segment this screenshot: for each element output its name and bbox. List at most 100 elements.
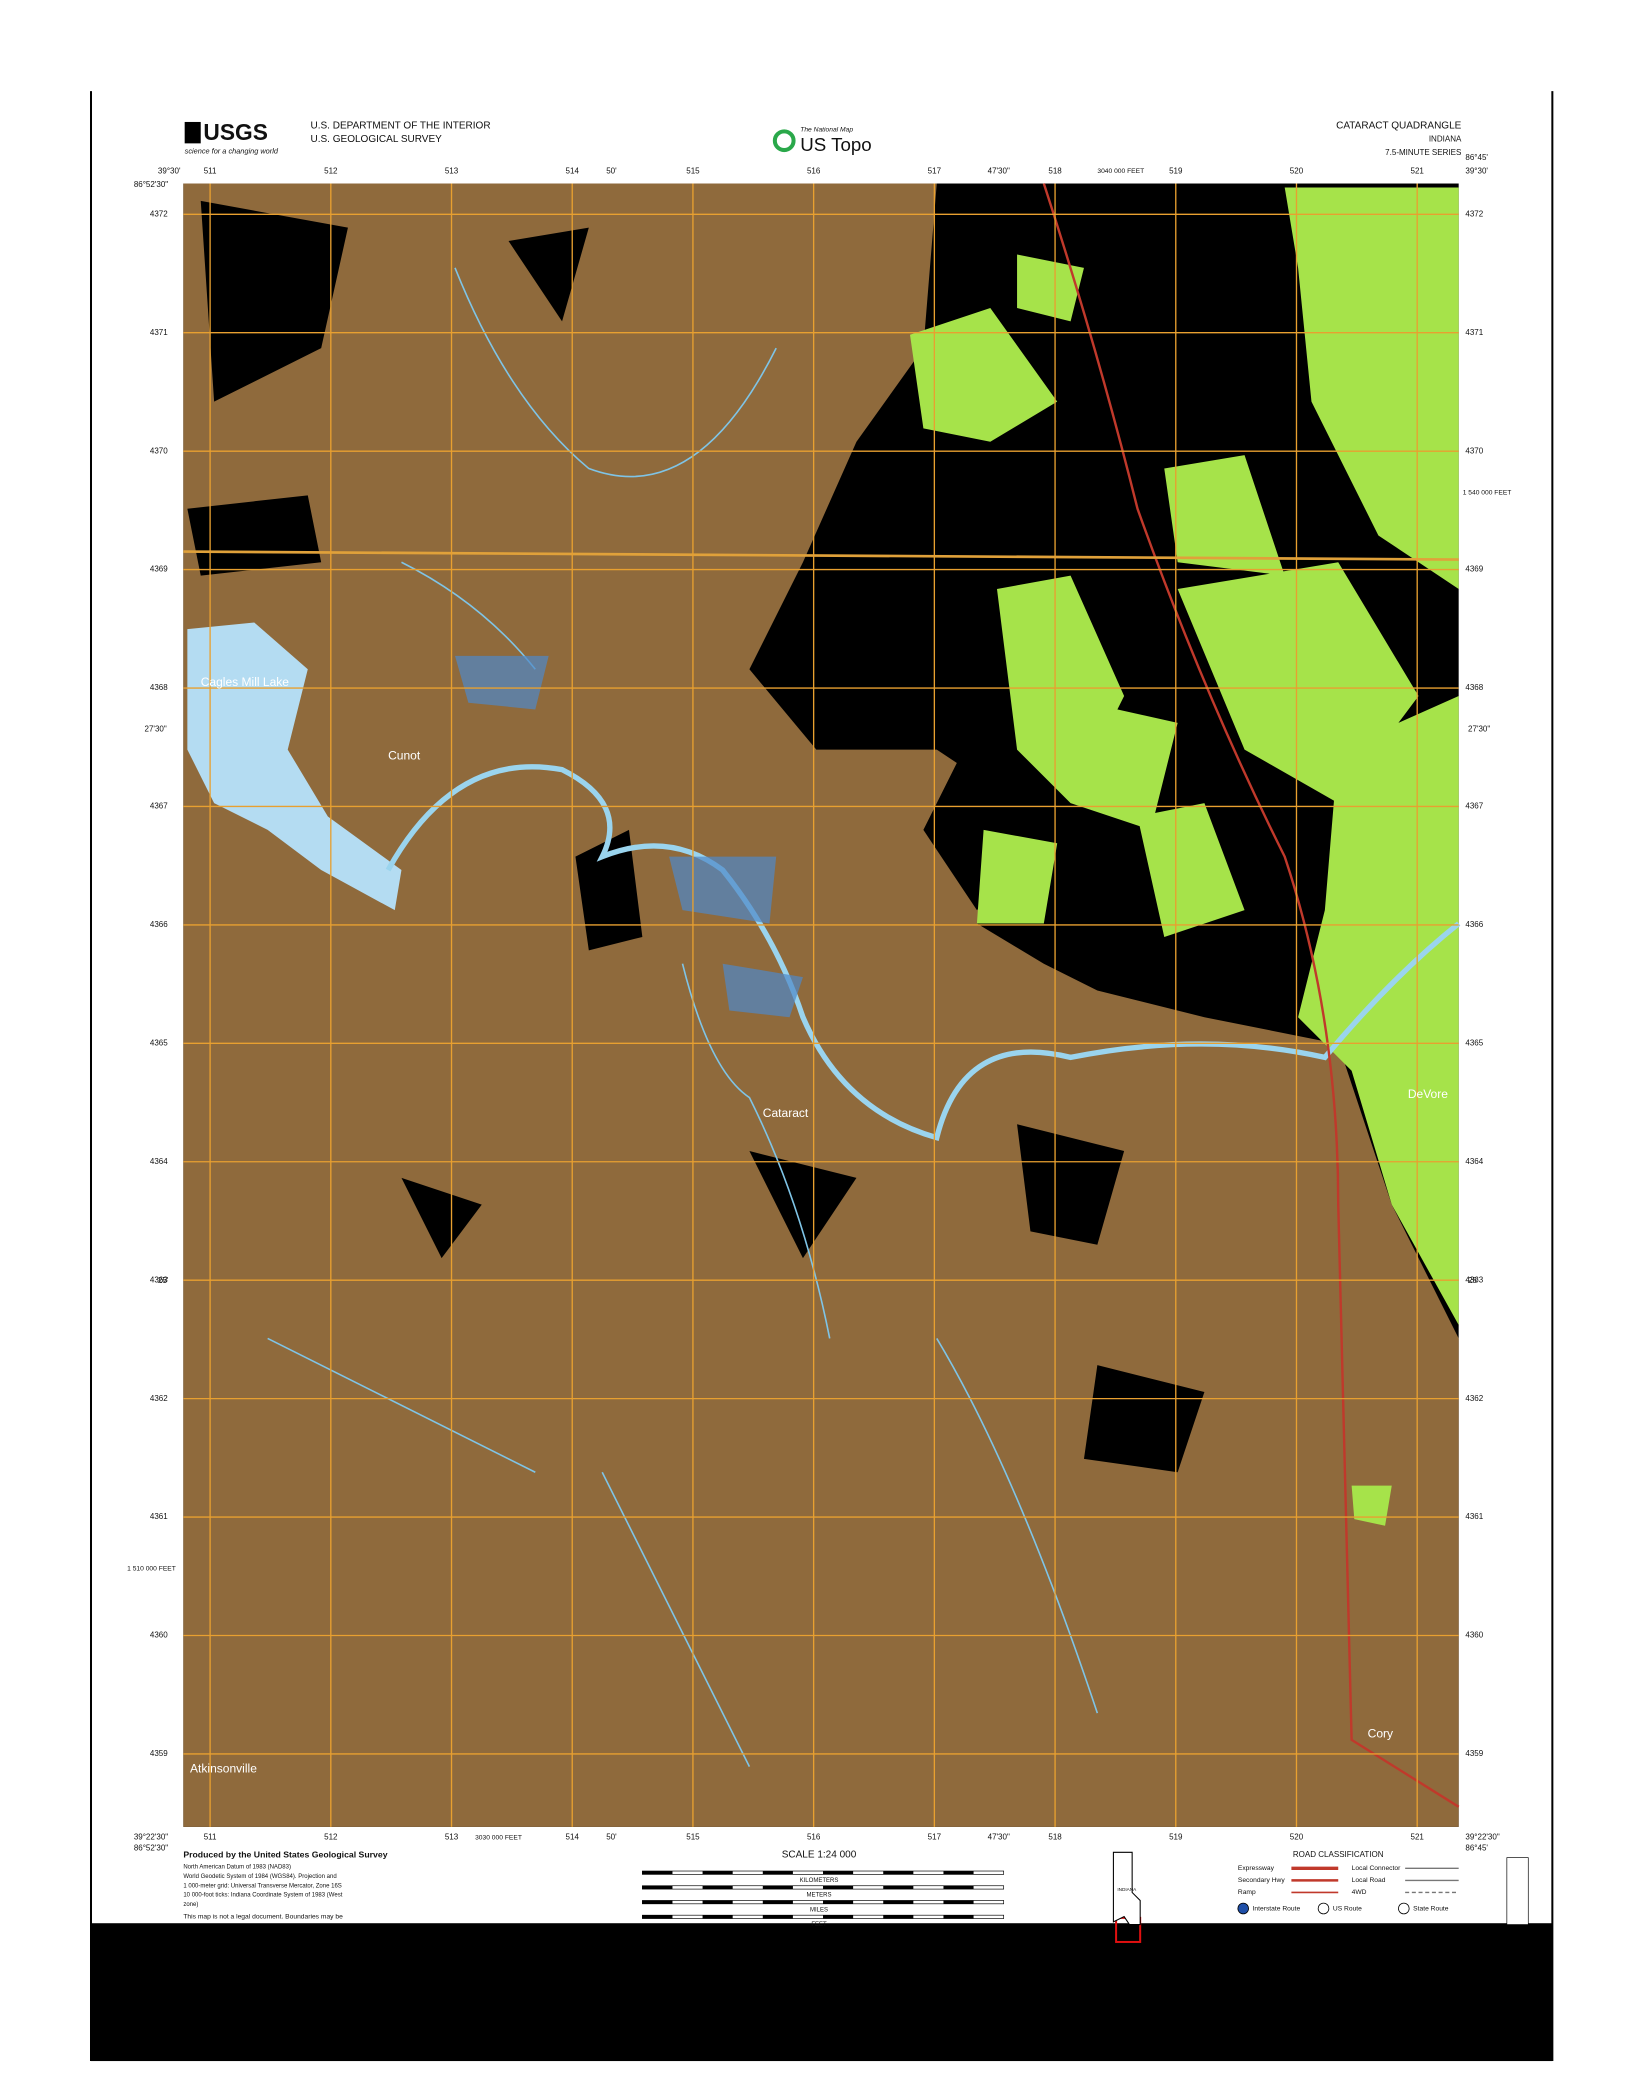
highway: [1042, 183, 1460, 1808]
northing-label: 4364: [150, 1157, 168, 1166]
scale-bar-segment: [883, 1915, 914, 1919]
easting-label: 514: [566, 167, 580, 176]
scale-unit: KILOMETERS: [800, 1878, 839, 1884]
scale-bar-segment: [702, 1915, 733, 1919]
utm-grid: [183, 183, 1459, 1827]
route-type: State Route: [1413, 1905, 1449, 1912]
producer: Produced by the United States Geological…: [183, 1849, 387, 1859]
scale-title: SCALE 1:24 000: [782, 1850, 857, 1861]
northing-label: 4362: [1465, 1394, 1483, 1403]
easting-label: 517: [928, 1833, 942, 1842]
vegetation: [910, 187, 1459, 1526]
scale-bar-segment: [642, 1915, 673, 1919]
northing-label: 4371: [150, 328, 168, 337]
easting-label: 515: [686, 167, 700, 176]
corner-lon: 86°45': [1465, 153, 1488, 162]
corner-lon: 86°52'30": [134, 1843, 168, 1852]
northing-label: 4372: [1465, 209, 1483, 218]
map-body: [183, 183, 1461, 1827]
scale-bar-segment: [642, 1885, 673, 1890]
scale-unit: FEET: [811, 1922, 827, 1928]
scale-bar-segment: [762, 1885, 793, 1890]
road-type: Local Road: [1352, 1877, 1386, 1884]
northing-label: 4363: [150, 1275, 168, 1284]
us-topo-logo-mark: [772, 129, 796, 153]
northing-label: 4359: [1465, 1749, 1483, 1758]
usgs-logo-mark: [184, 121, 201, 144]
easting-label: 511: [204, 167, 217, 176]
edge-label: 1 540 000 FEET: [1463, 489, 1512, 496]
easting-label: 512: [324, 1833, 338, 1842]
easting-label: 513: [445, 167, 459, 176]
northing-label: 4365: [150, 1038, 168, 1047]
stream: [267, 267, 1099, 1768]
state-label: INDIANA: [1117, 1887, 1137, 1892]
northing-label: 4365: [1465, 1038, 1483, 1047]
easting-label: 514: [566, 1833, 580, 1842]
place-name: Cagles Mill Lake: [201, 675, 290, 689]
easting-label: 521: [1411, 167, 1425, 176]
usgs-logo: USGS: [203, 119, 267, 145]
place-name: Cory: [1368, 1727, 1393, 1741]
barcode-box: [1506, 1857, 1529, 1925]
agency: U.S. DEPARTMENT OF THE INTERIOR: [310, 121, 490, 132]
road-type: 4WD: [1352, 1889, 1367, 1896]
northing-label: 4369: [1465, 565, 1483, 574]
easting-label: 518: [1048, 1833, 1062, 1842]
scale-unit: MILES: [810, 1907, 828, 1913]
edge-label: 3030 000 FEET: [475, 1834, 522, 1841]
road-legend: Expressway Local Connector Secondary Hwy Lo…: [1237, 1865, 1459, 1915]
place-name: Cataract: [763, 1106, 809, 1120]
northing-label: 4371: [1465, 328, 1483, 337]
footer-notes: North American Datum of 1983 (NAD83) Worl…: [183, 1865, 342, 1908]
scale-bar-segment: [642, 1871, 673, 1875]
corner-lat: 39°22'30": [134, 1833, 168, 1842]
route-shield: [1237, 1902, 1249, 1915]
northing-label: 4362: [150, 1394, 168, 1403]
scale-bar-segment: [642, 1900, 673, 1904]
footer-note: 1 000-meter grid: Universal Transverse M…: [183, 1883, 341, 1889]
scale-bar-segment: [823, 1915, 854, 1919]
scale-bar-segment: [702, 1885, 733, 1890]
edge-label: 50': [606, 167, 617, 176]
northing-label: 4368: [1465, 683, 1483, 692]
scale-bar-segment: [702, 1871, 733, 1875]
scale-bar-segment: [883, 1871, 914, 1875]
northing-label: 4370: [150, 446, 168, 455]
footer-note: 10 000-foot ticks: Indiana Coordinate Sy…: [183, 1893, 342, 1899]
edge-label: 1 510 000 FEET: [127, 1565, 176, 1572]
northing-label: 4370: [1465, 446, 1483, 455]
scale-bar-segment: [823, 1871, 854, 1875]
scale-bars: KILOMETERS METERS MILES FEET: [642, 1870, 1005, 1928]
state-outline: [1112, 1851, 1141, 1926]
scale-bar-segment: [823, 1885, 854, 1890]
northing-label: 4359: [150, 1749, 168, 1758]
scale-unit: METERS: [806, 1893, 831, 1899]
road-type: Ramp: [1238, 1889, 1256, 1896]
road-class-title: ROAD CLASSIFICATION: [1293, 1850, 1384, 1859]
wetland: [455, 655, 803, 1018]
easting-label: 518: [1048, 167, 1062, 176]
disclaimer: This map is not a legal document. Bounda…: [183, 1913, 343, 1920]
route-type: Interstate Route: [1253, 1905, 1301, 1912]
easting-label: 520: [1290, 1833, 1304, 1842]
northing-label: 4369: [150, 565, 168, 574]
state: INDIANA: [1429, 134, 1462, 143]
series: 7.5-MINUTE SERIES: [1385, 148, 1461, 157]
easting-label: 519: [1169, 1833, 1183, 1842]
scale-bar-segment: [943, 1900, 974, 1904]
easting-label: 516: [807, 1833, 821, 1842]
scale-bar-segment: [762, 1915, 793, 1919]
northing-label: 4367: [150, 802, 168, 811]
product: US Topo: [800, 134, 871, 155]
northing-label: 4366: [1465, 920, 1483, 929]
route-type: US Route: [1333, 1905, 1362, 1912]
lake: [187, 622, 402, 911]
barcode: [1506, 1857, 1529, 1925]
edge-label: 50': [606, 1833, 617, 1842]
quadrangle-name: CATARACT QUADRANGLE: [1336, 121, 1462, 132]
scale-bar-segment: [883, 1885, 914, 1890]
northing-label: 4364: [1465, 1157, 1483, 1166]
place-name: Cunot: [388, 748, 421, 762]
